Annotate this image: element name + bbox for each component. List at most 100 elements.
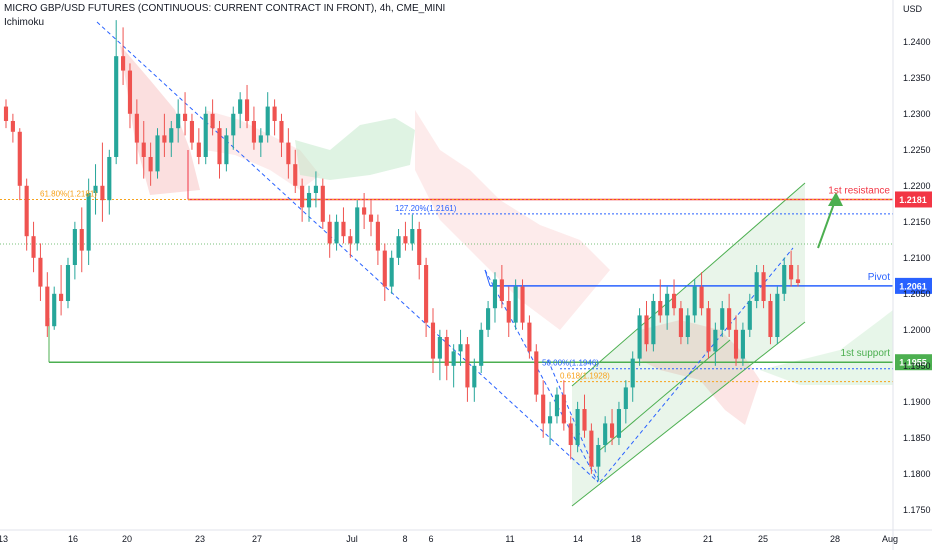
candle <box>169 128 174 143</box>
candle <box>437 337 442 359</box>
candle <box>520 286 525 323</box>
candle <box>217 128 222 165</box>
candle <box>334 221 339 244</box>
time-tick-label: 28 <box>830 534 840 544</box>
candle <box>541 394 546 424</box>
price-tick-label: 1.1750 <box>903 505 931 515</box>
candle <box>775 293 780 338</box>
indicator-label[interactable]: Ichimoku <box>4 17 45 28</box>
candle <box>506 301 511 323</box>
price-axis-unit: USD <box>903 4 923 14</box>
time-tick-label: 20 <box>122 534 132 544</box>
candle <box>210 113 215 129</box>
candle <box>527 322 532 352</box>
price-tick-label: 1.2050 <box>903 289 931 299</box>
candle <box>382 250 387 287</box>
candle <box>279 120 284 143</box>
candle <box>582 409 587 431</box>
candle <box>10 120 15 132</box>
candle <box>300 185 305 208</box>
candle <box>203 113 208 157</box>
fib-label-3: 0.618(1.1928) <box>560 372 610 381</box>
price-tick-label: 1.2250 <box>903 145 931 155</box>
level-price-label-0: 1.2181 <box>899 195 927 205</box>
candle <box>238 99 243 114</box>
level-label-2: 1st support <box>841 348 891 359</box>
candle <box>658 301 663 316</box>
candle <box>403 236 408 244</box>
candle <box>86 192 91 251</box>
candle <box>79 228 84 251</box>
candle <box>596 445 601 467</box>
price-tick-label: 1.1850 <box>903 433 931 443</box>
candle <box>754 272 759 302</box>
time-tick-label: Aug <box>882 534 898 544</box>
candle <box>609 423 615 438</box>
level-price-badge-1 <box>895 277 932 294</box>
candle <box>231 113 236 136</box>
time-tick-label: 16 <box>68 534 78 544</box>
time-tick-label: Jul <box>346 534 358 544</box>
trendline-1[interactable] <box>484 269 599 483</box>
candle <box>424 265 429 323</box>
candle <box>630 358 635 388</box>
candle <box>224 135 229 165</box>
candle <box>671 293 677 309</box>
candle <box>182 113 188 121</box>
candle <box>492 279 498 309</box>
candle <box>692 286 697 316</box>
candle <box>100 185 105 201</box>
price-tick-label: 1.2200 <box>903 181 931 191</box>
candle <box>3 106 9 121</box>
candle <box>575 409 580 446</box>
candle <box>162 135 167 143</box>
price-tick-label: 1.2000 <box>903 325 931 335</box>
candle <box>782 265 787 294</box>
time-tick-label: 25 <box>758 534 768 544</box>
candle <box>293 164 298 186</box>
candle <box>362 207 367 215</box>
candle <box>795 279 801 284</box>
candle <box>479 329 484 366</box>
chart-title: MICRO GBP/USD FUTURES (CONTINUOUS: CURRE… <box>4 3 446 14</box>
time-tick-label: 21 <box>703 534 713 544</box>
price-tick-label: 1.1800 <box>903 469 931 479</box>
candle <box>451 351 456 366</box>
level-price-badge-2 <box>895 354 932 371</box>
candle <box>348 236 353 244</box>
trendline-2[interactable] <box>599 247 794 483</box>
candle <box>513 286 518 323</box>
candle <box>38 257 43 287</box>
channel-lower-line[interactable] <box>571 321 806 507</box>
candle <box>286 142 291 165</box>
channel-fill <box>572 183 805 506</box>
candle <box>733 329 739 359</box>
channel-upper-line[interactable] <box>571 182 806 387</box>
candle <box>554 394 560 417</box>
level-label-0: 1st resistance <box>828 185 890 196</box>
candle <box>320 185 325 222</box>
candle <box>141 142 146 157</box>
candle <box>17 131 22 186</box>
fib-label-1: 127.20%(1.2161) <box>395 204 457 213</box>
candle <box>272 106 277 121</box>
projection-arrow-line[interactable] <box>817 197 837 249</box>
trendline-3[interactable] <box>547 359 601 483</box>
candle <box>561 394 566 424</box>
candle <box>93 185 98 193</box>
candle <box>548 416 553 424</box>
level-price-label-2: 1.1955 <box>899 358 927 368</box>
candle <box>127 70 133 114</box>
fib-label-2: 50.00%(1.1946) <box>542 359 599 368</box>
candle <box>389 257 394 287</box>
level-label-1: Pivot <box>868 272 890 283</box>
candle <box>465 344 470 388</box>
price-tick-label: 1.2300 <box>903 109 931 119</box>
candle <box>45 286 50 327</box>
candle <box>155 135 160 172</box>
trendline-0[interactable] <box>96 21 599 483</box>
price-tick-label: 1.2100 <box>903 253 931 263</box>
candle <box>244 99 250 121</box>
